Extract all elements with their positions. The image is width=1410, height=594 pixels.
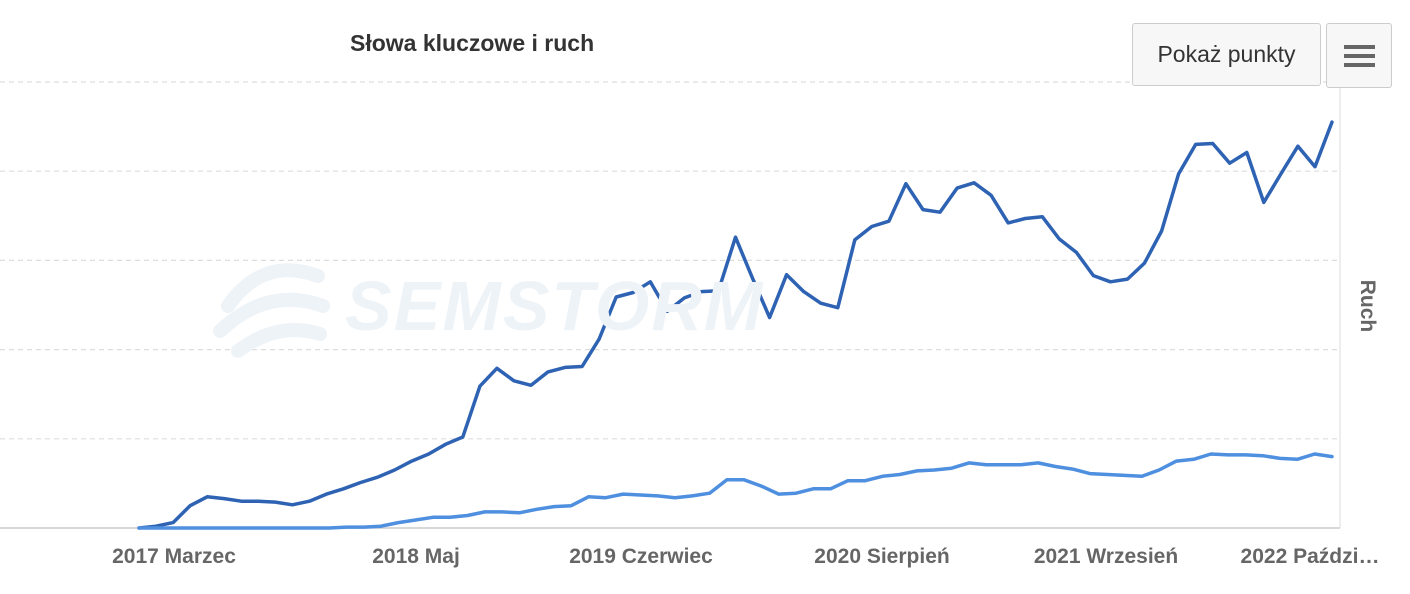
x-tick-label: 2018 Maj bbox=[372, 545, 460, 568]
y-axis-title: Ruch bbox=[1356, 279, 1379, 333]
watermark-text: SEMSTORM bbox=[345, 267, 765, 345]
x-tick-label: 2020 Sierpień bbox=[814, 545, 950, 568]
x-tick-label: 2019 Czerwiec bbox=[569, 545, 713, 568]
watermark-logo-icon bbox=[208, 246, 333, 366]
series-line-2 bbox=[137, 452, 1334, 530]
series-line-1 bbox=[137, 120, 1334, 530]
chart-menu-button[interactable] bbox=[1326, 23, 1392, 88]
show-points-button[interactable]: Pokaż punkty bbox=[1132, 23, 1321, 86]
x-tick-label: 2022 Paździ… bbox=[1240, 545, 1380, 568]
chart-title: Słowa kluczowe i ruch bbox=[350, 30, 595, 56]
x-tick-label: 2017 Marzec bbox=[112, 545, 236, 568]
x-tick-label: 2021 Wrzesień bbox=[1033, 545, 1179, 568]
